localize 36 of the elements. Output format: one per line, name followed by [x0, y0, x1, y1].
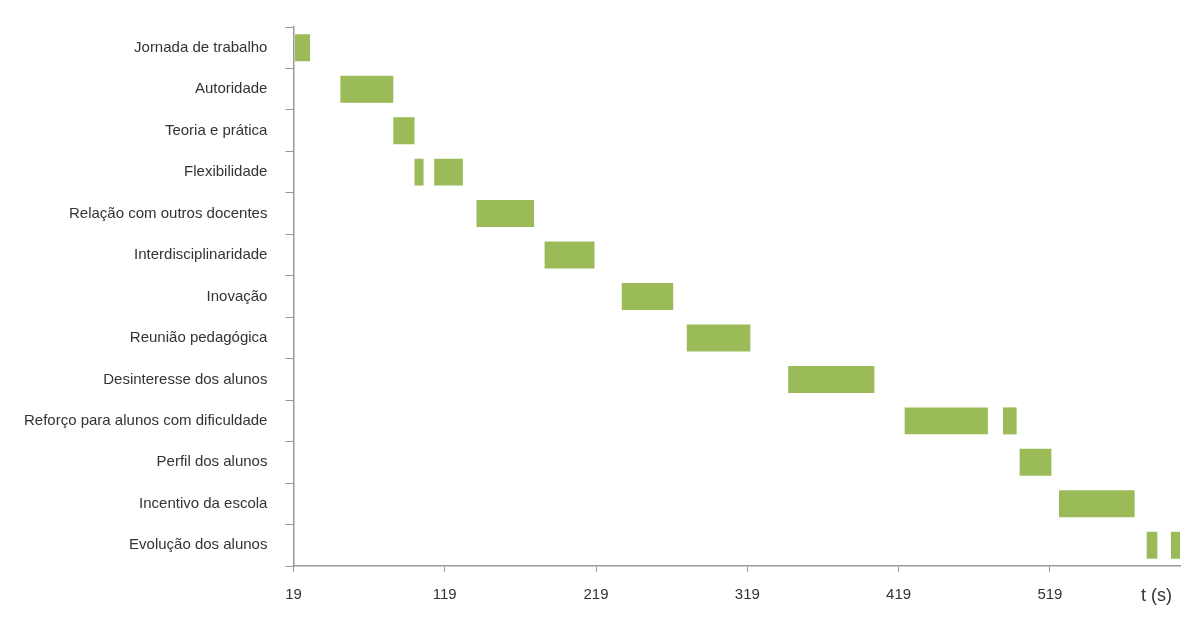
y-tick-label: Relação com outros docentes: [69, 203, 268, 221]
x-tick-label: 519: [1037, 585, 1063, 603]
y-tick-label: Reforço para alunos com dificuldade: [23, 411, 268, 429]
bar: [393, 117, 415, 145]
y-tick-label: Teoria e prática: [164, 120, 269, 138]
y-tick-label: Desinteresse dos alunos: [103, 369, 268, 387]
x-axis-title: t (s): [1141, 584, 1172, 605]
x-tick-label: 219: [583, 585, 609, 603]
bar: [1170, 531, 1180, 559]
bar: [1003, 407, 1017, 435]
y-tick-label: Perfil dos alunos: [156, 452, 268, 470]
x-tick-label: 319: [734, 585, 760, 603]
bar: [544, 241, 595, 269]
bar: [1058, 490, 1135, 518]
x-tick-label: 19: [285, 585, 302, 603]
x-tick-label: 119: [432, 585, 457, 603]
bar: [414, 158, 424, 186]
bar: [340, 75, 394, 103]
y-tick-label: Incentivo da escola: [139, 493, 269, 511]
x-tick-label: 419: [886, 585, 912, 603]
bar: [434, 158, 463, 186]
y-tick-label: Autoridade: [194, 79, 268, 97]
y-tick-label: Jornada de trabalho: [134, 37, 268, 55]
y-tick-label: Evolução dos alunos: [129, 535, 268, 553]
bar: [686, 324, 751, 352]
bar: [621, 283, 674, 310]
y-tick-label: Inovação: [206, 286, 268, 304]
bar: [1146, 531, 1158, 559]
bar: [1019, 448, 1052, 476]
y-tick-label: Reunião pedagógica: [129, 328, 269, 346]
bar: [904, 407, 988, 435]
bar: [788, 365, 875, 393]
y-tick-label: Flexibilidade: [184, 162, 268, 180]
bar: [476, 200, 535, 228]
bar: [294, 34, 311, 62]
y-tick-label: Interdisciplinaridade: [134, 245, 268, 263]
